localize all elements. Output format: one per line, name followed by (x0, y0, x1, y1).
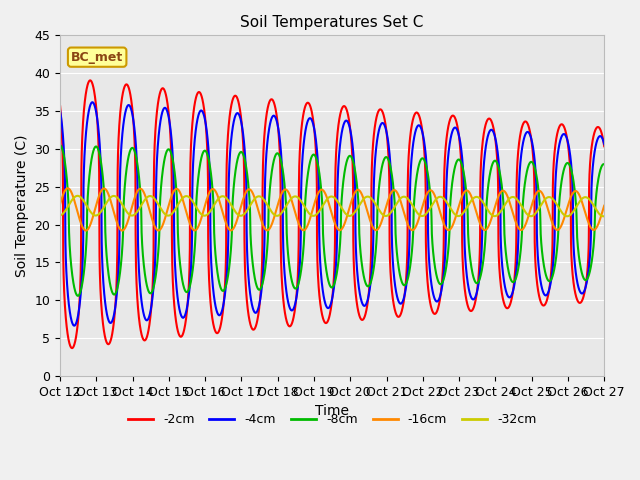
-32cm (600, 213, 608, 219)
-32cm (289, 194, 296, 200)
-16cm (590, 227, 598, 233)
-8cm (56, 142, 64, 148)
-16cm (56, 201, 64, 207)
Line: -16cm: -16cm (60, 188, 604, 230)
-32cm (600, 214, 607, 219)
Line: -2cm: -2cm (60, 80, 604, 348)
-32cm (118, 202, 126, 208)
Y-axis label: Soil Temperature (C): Soil Temperature (C) (15, 134, 29, 277)
-16cm (118, 228, 126, 233)
-16cm (64, 185, 72, 191)
-4cm (590, 154, 598, 160)
-2cm (56, 104, 64, 109)
-16cm (82, 228, 90, 233)
-32cm (56, 213, 64, 218)
-2cm (531, 257, 539, 263)
-8cm (590, 242, 598, 248)
-2cm (118, 92, 126, 97)
Line: -4cm: -4cm (60, 102, 604, 325)
-8cm (74, 293, 82, 299)
-2cm (600, 144, 608, 149)
Legend: -2cm, -4cm, -8cm, -16cm, -32cm: -2cm, -4cm, -8cm, -16cm, -32cm (123, 408, 541, 431)
-4cm (56, 108, 64, 114)
-4cm (118, 129, 126, 135)
-16cm (266, 227, 273, 232)
-8cm (289, 281, 296, 287)
-16cm (151, 224, 159, 229)
-4cm (151, 264, 159, 270)
-8cm (531, 167, 539, 172)
-8cm (600, 161, 608, 167)
Title: Soil Temperatures Set C: Soil Temperatures Set C (241, 15, 424, 30)
Line: -32cm: -32cm (60, 196, 604, 216)
-2cm (289, 318, 296, 324)
-8cm (118, 244, 126, 250)
-4cm (289, 307, 296, 313)
-4cm (600, 141, 608, 147)
-16cm (531, 192, 539, 198)
-2cm (68, 345, 76, 351)
-32cm (265, 205, 273, 211)
-4cm (266, 126, 273, 132)
Line: -8cm: -8cm (60, 145, 604, 296)
-4cm (70, 323, 78, 328)
-2cm (266, 100, 273, 106)
-8cm (265, 199, 273, 204)
-32cm (590, 203, 598, 208)
-4cm (531, 164, 539, 170)
-2cm (590, 132, 598, 138)
-32cm (531, 211, 539, 216)
-2cm (151, 138, 159, 144)
-16cm (289, 201, 296, 207)
-32cm (74, 193, 81, 199)
-8cm (151, 279, 159, 285)
Text: BC_met: BC_met (71, 51, 124, 64)
X-axis label: Time: Time (315, 404, 349, 418)
-16cm (600, 203, 608, 209)
-4cm (88, 99, 96, 105)
-2cm (86, 77, 94, 83)
-32cm (151, 196, 159, 202)
